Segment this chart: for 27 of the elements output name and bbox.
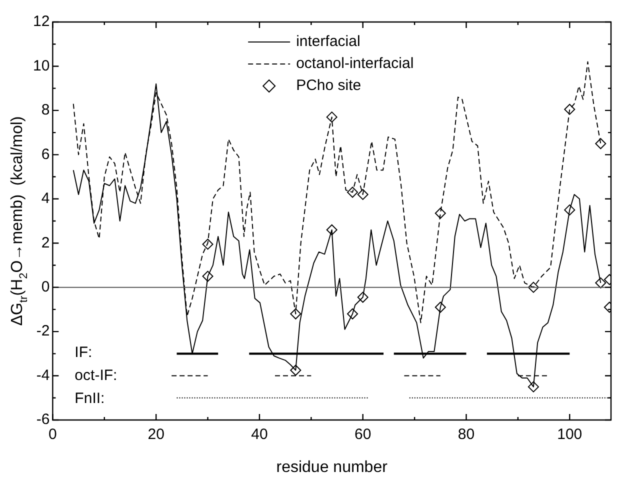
y-tick-label: -6 <box>36 411 50 428</box>
y-tick-label: 0 <box>41 278 50 296</box>
annotation: oct-IF: <box>74 367 118 384</box>
annotation: FnII: <box>74 390 105 408</box>
y-tick-label: 10 <box>32 57 50 74</box>
y-tick-label: -2 <box>36 322 50 340</box>
y-tick-label: 12 <box>32 13 50 30</box>
y-tick-label: 6 <box>41 146 50 163</box>
x-tick-label: 100 <box>557 426 582 444</box>
annotation: IF: <box>74 344 92 362</box>
y-tick-label: 8 <box>41 102 50 119</box>
x-tick-label: 80 <box>458 426 475 444</box>
x-axis-title: residue number <box>276 459 388 476</box>
y-tick-label: -4 <box>36 366 50 384</box>
y-axis-title: ΔGtr(H2O→memb) (kcal/mol) <box>9 116 30 326</box>
point <box>290 308 302 320</box>
x-tick-label: 40 <box>251 426 268 444</box>
legend-label: PCho site <box>296 77 362 94</box>
legend-label: interfacial <box>296 33 360 50</box>
point <box>357 188 368 200</box>
y-tick-label: 2 <box>41 234 50 252</box>
point <box>595 138 606 150</box>
x-tick-label: 20 <box>148 426 164 444</box>
y-tick-label: 4 <box>41 190 50 208</box>
point <box>326 112 338 123</box>
legend-label: octanol-interfacial <box>296 55 414 72</box>
x-tick-label: 60 <box>354 426 372 444</box>
